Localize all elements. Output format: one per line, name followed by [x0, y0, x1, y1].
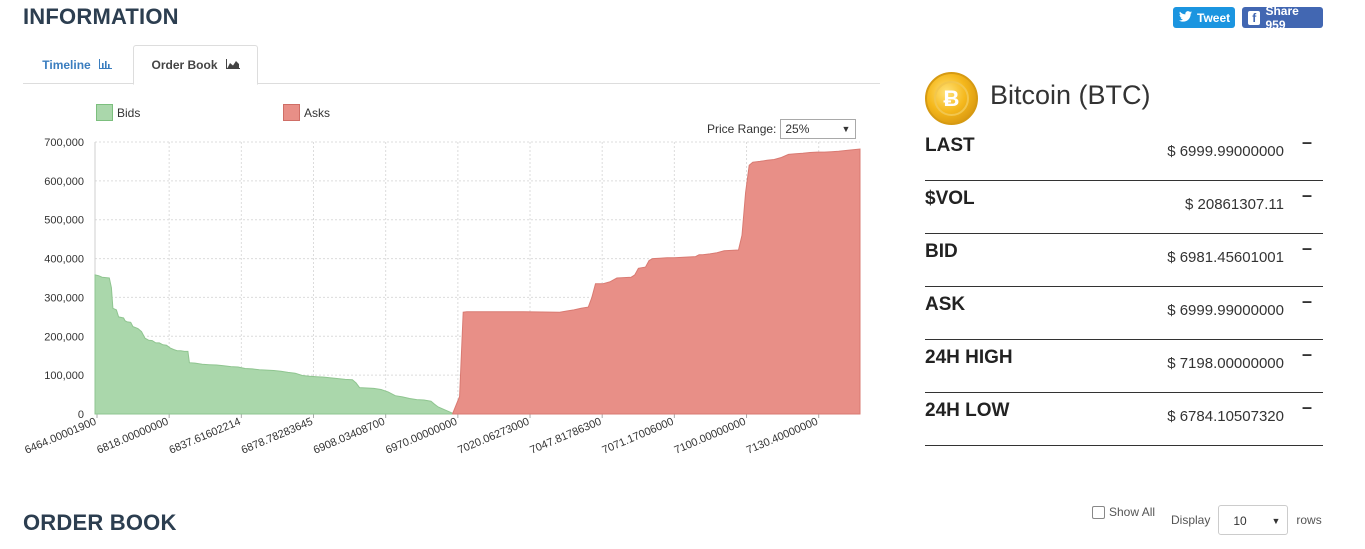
x-tick-label: 7071.17006000: [600, 416, 675, 457]
price-range-control: Price Range: 25% ▼: [707, 119, 857, 139]
collapse-icon[interactable]: –: [1301, 132, 1312, 152]
order-book-chart: 0 100,000 200,000 300,000 400,000 500,000 600,…: [23, 137, 861, 457]
stat-label: LAST: [925, 135, 975, 156]
collapse-icon[interactable]: –: [1301, 185, 1312, 205]
stat-row: 24H LOW $ 6784.10507320–: [925, 393, 1323, 446]
price-range-select[interactable]: 25% ▼: [780, 119, 857, 139]
stat-label: ASK: [925, 294, 966, 315]
legend-bids[interactable]: Bids: [96, 104, 140, 121]
series-area-asks: [452, 148, 861, 415]
stat-value: $ 6981.45601001: [1167, 249, 1284, 266]
twitter-icon: [1179, 10, 1192, 25]
collapse-icon[interactable]: –: [1301, 344, 1312, 364]
x-tick-label: 6837.61602214: [167, 416, 242, 457]
y-tick-label: 0: [78, 409, 84, 421]
x-tick-label: 7130.40000000: [745, 416, 820, 457]
chart-tabs: Timeline Order Book: [23, 45, 880, 85]
x-tick-label: 7020.06273000: [456, 416, 531, 457]
series-area-bids: [94, 274, 453, 415]
bitcoin-logo: Ƀ: [925, 72, 978, 125]
rows-label: rows: [1296, 513, 1322, 527]
area-chart-icon: [225, 58, 240, 72]
show-all-toggle[interactable]: Show All: [1092, 505, 1155, 519]
asks-swatch: [283, 104, 300, 121]
tweet-button[interactable]: Tweet: [1173, 7, 1235, 28]
stat-value: $ 7198.00000000: [1167, 355, 1284, 372]
facebook-share-button[interactable]: f Share 959: [1242, 4, 1323, 32]
rows-select[interactable]: 10 ▼: [1218, 505, 1289, 535]
stat-label: BID: [925, 241, 958, 262]
tab-timeline-label: Timeline: [42, 57, 91, 72]
stat-row: $VOL $ 20861307.11–: [925, 181, 1323, 234]
y-tick-label: 700,000: [44, 137, 84, 149]
tab-order-book-label: Order Book: [151, 58, 218, 72]
display-rows-control: Display 10 ▼ rows: [1171, 505, 1322, 535]
display-label: Display: [1171, 513, 1211, 527]
facebook-icon: f: [1248, 10, 1261, 25]
stat-label: 24H HIGH: [925, 347, 1013, 368]
information-title: INFORMATION: [23, 4, 179, 29]
tab-order-book[interactable]: Order Book: [133, 45, 258, 85]
stat-row: ASK $ 6999.99000000–: [925, 287, 1323, 340]
collapse-icon[interactable]: –: [1301, 397, 1312, 417]
x-tick-label: 7047.81786300: [528, 416, 603, 457]
legend-asks[interactable]: Asks: [283, 104, 330, 121]
chevron-down-icon: ▼: [1271, 516, 1281, 526]
x-tick-label: 6970.00000000: [384, 416, 459, 457]
stat-label: $VOL: [925, 188, 975, 209]
show-all-label: Show All: [1109, 505, 1156, 519]
y-tick-label: 500,000: [44, 215, 84, 227]
chevron-down-icon: ▼: [841, 124, 851, 134]
legend-bids-label: Bids: [117, 105, 141, 120]
stat-row: LAST $ 6999.99000000–: [925, 128, 1323, 181]
legend-asks-label: Asks: [304, 105, 331, 120]
tweet-label: Tweet: [1197, 10, 1231, 25]
x-tick-label: 7100.00000000: [673, 416, 748, 457]
price-range-label: Price Range:: [707, 122, 777, 136]
stat-row: 24H HIGH $ 7198.00000000–: [925, 340, 1323, 393]
bar-chart-icon: [98, 58, 112, 72]
price-range-value: 25%: [785, 122, 810, 136]
coin-name: Bitcoin (BTC): [990, 80, 1151, 110]
bids-swatch: [96, 104, 113, 121]
y-tick-label: 300,000: [44, 292, 84, 304]
x-tick-label: 6818.00000000: [95, 416, 170, 457]
show-all-checkbox[interactable]: [1092, 505, 1105, 519]
bitcoin-symbol: Ƀ: [934, 81, 969, 116]
collapse-icon[interactable]: –: [1301, 238, 1312, 258]
x-tick-label: 6878.78283645: [240, 416, 315, 457]
y-tick-label: 400,000: [44, 254, 84, 266]
stat-value: $ 20861307.11: [1185, 196, 1284, 213]
stat-value: $ 6784.10507320: [1167, 408, 1284, 425]
rows-select-value: 10: [1233, 514, 1247, 528]
share-label: Share 959: [1265, 3, 1299, 32]
x-tick-label: 6908.03408700: [312, 416, 387, 457]
stat-label: 24H LOW: [925, 400, 1010, 421]
order-book-title: ORDER BOOK: [23, 510, 177, 535]
stat-value: $ 6999.99000000: [1167, 143, 1284, 160]
y-tick-label: 600,000: [44, 176, 84, 188]
stat-row: BID $ 6981.45601001–: [925, 234, 1323, 287]
x-tick-label: 6464.00001900: [23, 416, 98, 457]
collapse-icon[interactable]: –: [1301, 291, 1312, 311]
stat-value: $ 6999.99000000: [1167, 302, 1284, 319]
y-tick-label: 100,000: [44, 370, 84, 382]
tab-timeline[interactable]: Timeline: [23, 45, 131, 84]
y-tick-label: 200,000: [44, 331, 84, 343]
